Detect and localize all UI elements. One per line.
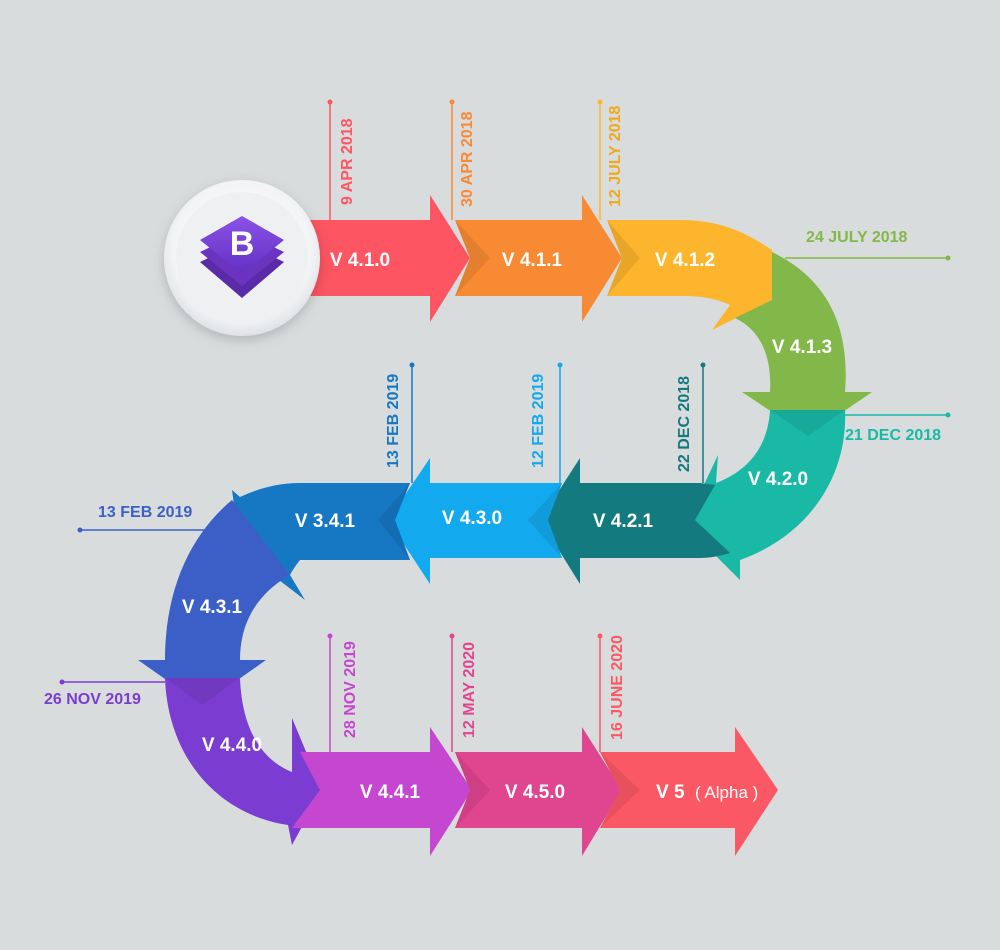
bootstrap-stack-icon: B [200,216,284,298]
segment-v4-5-0-shadow [455,752,490,828]
date-label-26-nov-2019: 26 NOV 2019 [44,691,141,708]
version-label-v4-4-0: V 4.4.0 [202,735,262,756]
date-label-16-june-2020: 16 JUNE 2020 [609,635,626,740]
segment-v4-2-1 [540,458,730,584]
date-label-24-july-2018: 24 JULY 2018 [806,229,908,246]
segment-v4-2-0 [685,410,846,580]
version-label-v4-1-0: V 4.1.0 [330,250,390,271]
date-leader-lines [59,99,951,752]
date-label-12-july-2018: 12 JULY 2018 [607,105,624,207]
segment-v4-4-0-shadow [165,678,240,705]
segment-v4-1-3 [735,252,872,436]
version-label-v5-main: V 5 [656,782,685,803]
version-label-v5-suffix: ( Alpha ) [695,783,758,802]
date-label-13-feb-2019-horizontal: 13 FEB 2019 [98,504,192,521]
version-label-v4-1-1: V 4.1.1 [502,250,563,271]
version-label-v4-4-1: V 4.4.1 [360,782,421,803]
segment-v4-2-0-shadow [770,410,845,436]
version-label-v4-2-0: V 4.2.0 [748,469,808,490]
date-label-12-may-2020: 12 MAY 2020 [461,642,478,738]
version-label-v3-4-1: V 3.4.1 [295,511,356,532]
segment-v4-3-0-shadow [528,483,562,558]
logo-letter: B [230,225,255,263]
segment-v5-alpha-shadow [600,752,640,828]
segment-v5-alpha [600,727,778,856]
segment-v4-4-0 [165,678,322,845]
segment-v4-1-1 [455,195,622,322]
version-label-v4-2-1: V 4.2.1 [593,511,654,532]
segment-v4-1-0 [300,195,470,322]
version-label-v4-1-3: V 4.1.3 [772,337,832,358]
version-label-v4-1-2: V 4.1.2 [655,250,715,271]
segment-v4-3-0 [388,458,562,584]
segment-v4-5-0 [455,727,622,856]
version-label-v4-3-1: V 4.3.1 [182,597,243,618]
date-label-21-dec-2018: 21 DEC 2018 [845,427,941,444]
segment-v3-4-1-shadow [378,483,410,560]
segment-v4-1-2 [607,220,772,330]
segment-v4-1-2-shadow [607,220,640,296]
date-label-12-feb-2019: 12 FEB 2019 [530,374,547,468]
version-label-v5: V 5 ( Alpha ) [656,782,758,803]
version-label-v4-5-0: V 4.5.0 [505,782,565,803]
date-label-13-feb-2019-vertical: 13 FEB 2019 [385,374,402,468]
date-label-30-apr-2018: 30 APR 2018 [459,111,476,207]
segment-v4-3-1 [138,500,290,705]
date-label-9-apr-2018: 9 APR 2018 [339,118,356,205]
version-label-v4-3-0: V 4.3.0 [442,508,502,529]
date-label-22-dec-2018: 22 DEC 2018 [676,376,693,472]
segment-v4-1-1-shadow [455,220,490,296]
segment-v4-4-1 [292,727,472,856]
date-label-28-nov-2019: 28 NOV 2019 [342,641,359,738]
